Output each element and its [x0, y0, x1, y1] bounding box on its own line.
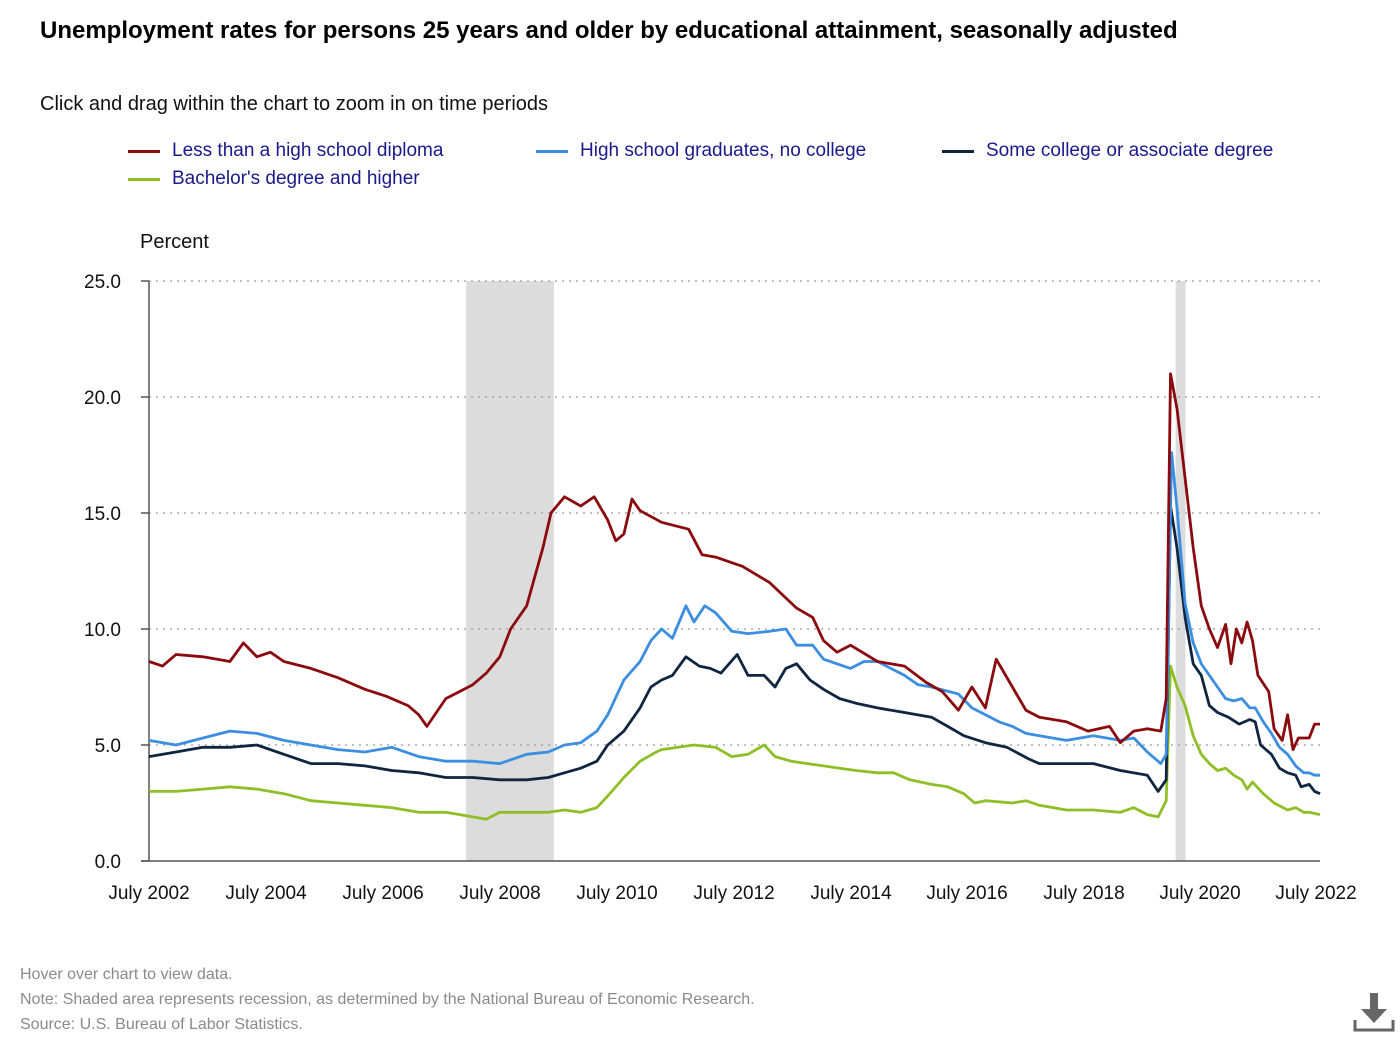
recession-band-1: [466, 281, 554, 861]
legend-label: High school graduates, no college: [580, 140, 867, 161]
legend-label: Some college or associate degree: [986, 140, 1274, 161]
legend-label: Bachelor's degree and higher: [172, 168, 420, 189]
y-tick-label: 10.0: [84, 620, 121, 641]
hover-hint: Hover over chart to view data.: [20, 966, 233, 983]
download-icon[interactable]: [1352, 990, 1396, 1034]
y-tick-label: 5.0: [95, 736, 121, 757]
legend-swatch-high-school-graduates: [536, 149, 568, 153]
x-tick-label: July 2016: [926, 883, 1007, 904]
x-tick-label: July 2018: [1043, 883, 1124, 904]
source-note: Source: U.S. Bureau of Labor Statistics.: [20, 1016, 303, 1033]
chart-title: Unemployment rates for persons 25 years …: [40, 17, 1178, 44]
y-tick-label: 0.0: [95, 852, 121, 873]
x-tick-label: July 2020: [1159, 883, 1240, 904]
x-tick-label: July 2004: [225, 883, 307, 904]
gridlines: 0.0 5.0 10.0 15.0 20.0 25.0: [84, 272, 1320, 873]
series-line-1[interactable]: [148, 372, 1320, 751]
x-tick-label: July 2010: [576, 883, 657, 904]
line-chart[interactable]: 0.05.010.015.020.025.0 July 2002 July 200…: [0, 220, 1400, 920]
x-tick-label: July 2002: [108, 883, 189, 904]
footnotes: Hover over chart to view data. Note: Sha…: [20, 962, 755, 1037]
x-tick-label: July 2012: [693, 883, 774, 904]
x-tick-label: July 2008: [459, 883, 540, 904]
x-tick-label: July 2006: [342, 883, 423, 904]
legend-item-high-school-graduates[interactable]: High school graduates, no college: [536, 140, 866, 162]
axes: July 2002 July 2004 July 2006 July 2008 July…: [108, 280, 1357, 904]
series-line-3[interactable]: [148, 504, 1321, 795]
x-tick-label: July 2022: [1275, 883, 1356, 904]
chart-subtitle: Click and drag within the chart to zoom …: [40, 93, 549, 115]
series-line-2[interactable]: [148, 451, 1320, 777]
y-tick-label: 15.0: [84, 504, 121, 525]
y-axis-label: Percent: [140, 231, 209, 253]
legend-item-some-college[interactable]: Some college or associate degree: [942, 140, 1273, 162]
legend-item-bachelors-and-higher[interactable]: Bachelor's degree and higher: [128, 168, 420, 190]
recession-shading-layer: [466, 281, 1186, 861]
legend-label: Less than a high school diploma: [172, 140, 444, 161]
recession-note: Note: Shaded area represents recession, …: [20, 991, 755, 1008]
x-tick-label: July 2014: [810, 883, 892, 904]
y-tick-label: 20.0: [84, 388, 121, 409]
y-tick-label: 25.0: [84, 272, 121, 293]
legend-swatch-bachelors-and-higher: [128, 177, 160, 181]
series-lines: [148, 372, 1321, 821]
legend-swatch-less-than-high-school: [128, 149, 160, 153]
series-line-4[interactable]: [149, 664, 1321, 821]
legend-item-less-than-high-school[interactable]: Less than a high school diploma: [128, 140, 443, 162]
legend-swatch-some-college: [942, 149, 974, 153]
